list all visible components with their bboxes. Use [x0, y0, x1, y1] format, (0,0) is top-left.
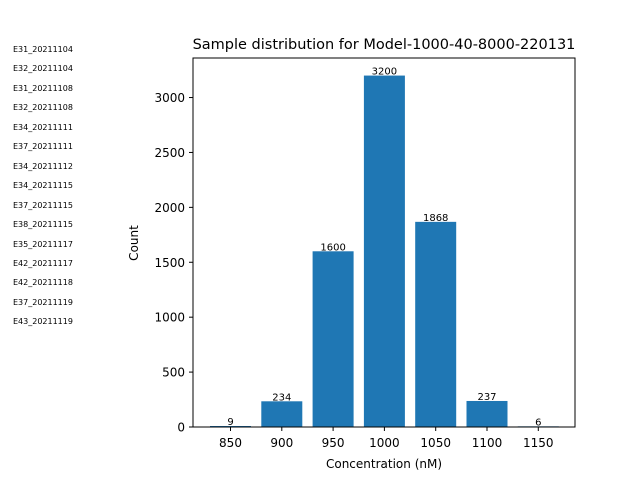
bar-value-label: 6	[535, 417, 541, 428]
x-tick-label: 1100	[472, 436, 503, 450]
bar-1050	[415, 221, 457, 427]
x-axis-label: Concentration (nM)	[326, 457, 442, 471]
y-tick-label: 0	[177, 421, 185, 435]
sample-list-item: E43_20211119	[13, 317, 73, 327]
y-axis-label: Count	[127, 225, 141, 261]
sample-list-item: E34_20211112	[13, 161, 73, 171]
sample-list-item: E32_20211104	[13, 64, 73, 74]
sample-list-item: E34_20211111	[13, 122, 73, 132]
x-axis-ticks: 850 900 950 1000 1050 1100 1150	[219, 427, 554, 450]
y-tick-label: 2000	[154, 201, 185, 215]
sample-list-item: E35_20211117	[13, 239, 73, 249]
sample-list-item: E42_20211117	[13, 258, 73, 268]
sample-list-item: E38_20211115	[13, 220, 73, 230]
sample-list-item: E34_20211115	[13, 181, 73, 191]
y-tick-label: 3000	[154, 91, 185, 105]
chart-title: Sample distribution for Model-1000-40-80…	[193, 37, 576, 53]
sample-list: E31_20211104 E32_20211104 E31_20211108 E32_…	[13, 40, 123, 332]
x-tick-label: 1000	[369, 436, 400, 450]
bar-value-label: 234	[272, 392, 291, 403]
bar-value-label: 1868	[423, 213, 448, 224]
x-tick-label: 950	[322, 436, 345, 450]
sample-list-item: E31_20211108	[13, 83, 73, 93]
sample-list-item: E37_20211115	[13, 200, 73, 210]
sample-list-item: E37_20211119	[13, 297, 73, 307]
x-tick-label: 900	[270, 436, 293, 450]
bar-value-label: 237	[477, 392, 496, 403]
sample-list-item: E37_20211111	[13, 142, 73, 152]
y-tick-label: 1500	[154, 256, 185, 270]
bar-1100	[466, 400, 508, 427]
x-tick-label: 1150	[523, 436, 554, 450]
bar-950	[312, 251, 354, 427]
bar-1000	[363, 75, 405, 427]
bar-labels-group: 9 234 1600 3200 1868 237 6	[227, 67, 541, 429]
plot-frame	[192, 57, 576, 428]
bars-group	[210, 75, 559, 427]
y-tick-label: 500	[162, 366, 185, 380]
x-tick-label: 850	[219, 436, 242, 450]
sample-list-item: E42_20211118	[13, 278, 73, 288]
sample-list-item: E32_20211108	[13, 103, 73, 113]
y-tick-label: 2500	[154, 146, 185, 160]
sample-list-item: E31_20211104	[13, 45, 73, 54]
bar-value-label: 9	[227, 417, 233, 428]
y-tick-label: 1000	[154, 311, 185, 325]
y-axis-ticks: 0 500 1000 1500 2000 2500 3000	[154, 91, 193, 435]
x-tick-label: 1050	[420, 436, 451, 450]
bar-value-label: 3200	[372, 67, 397, 78]
bar-value-label: 1600	[320, 242, 345, 253]
bar-900	[261, 401, 303, 427]
